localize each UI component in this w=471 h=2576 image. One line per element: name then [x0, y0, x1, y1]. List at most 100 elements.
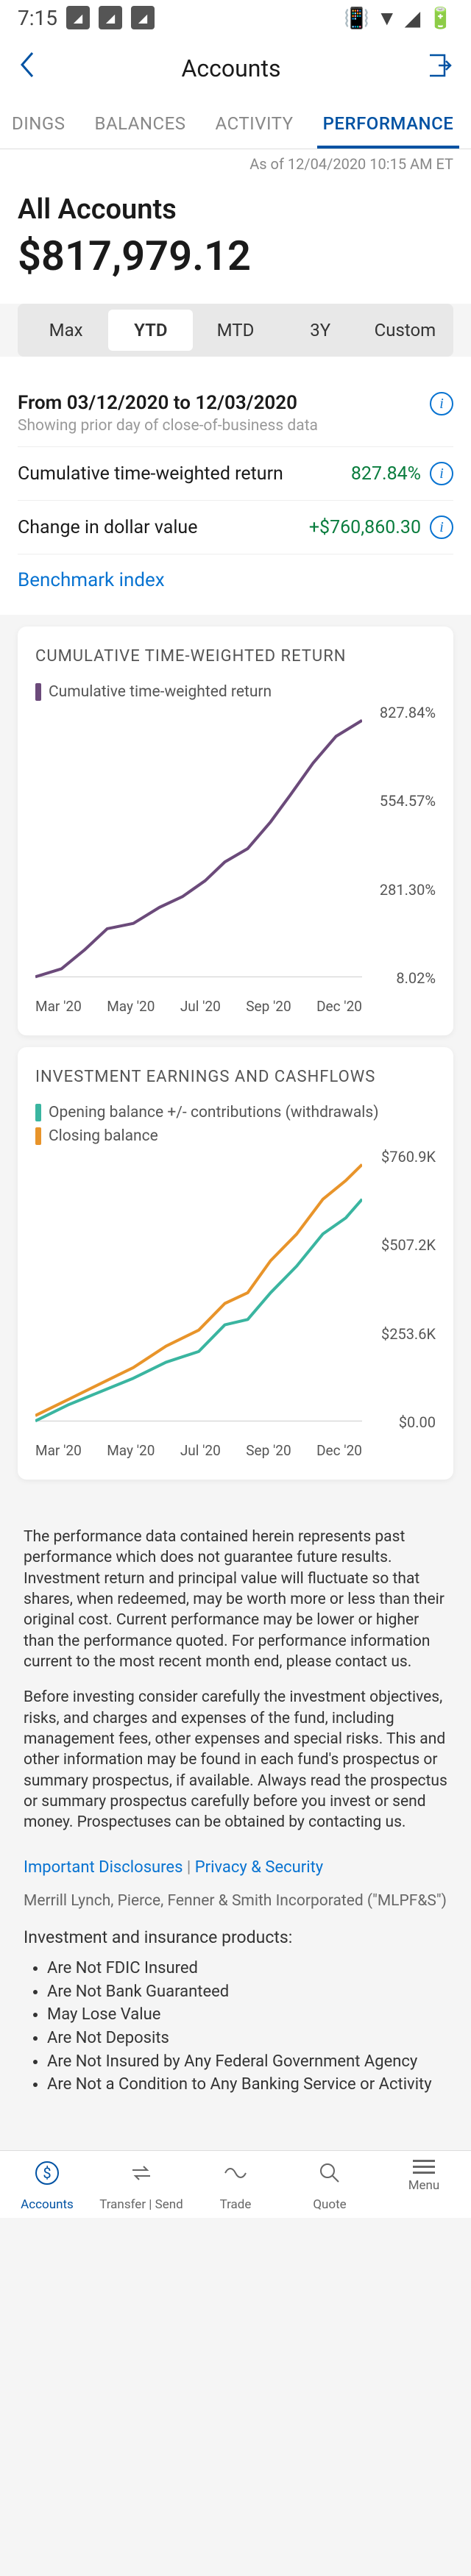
legend-swatch [35, 683, 41, 701]
period-mtd[interactable]: MTD [193, 310, 277, 351]
info-icon[interactable]: i [430, 515, 453, 539]
x-axis-label: May '20 [107, 1442, 155, 1459]
legend-item: Cumulative time-weighted return [35, 683, 436, 701]
y-axis-label: 281.30% [380, 881, 436, 899]
disclosure-heading: Investment and insurance products: [24, 1926, 447, 1949]
nav-label: Menu [408, 2178, 440, 2193]
account-summary: All Accounts $817,979.12 [0, 176, 471, 304]
period-ytd[interactable]: YTD [108, 310, 193, 351]
y-axis-label: $507.2K [381, 1236, 436, 1254]
nav-accounts[interactable]: $ Accounts [0, 2160, 94, 2212]
trade-icon [222, 2160, 249, 2193]
disclosure: The performance data contained herein re… [0, 1491, 471, 2115]
period-max[interactable]: Max [24, 310, 108, 351]
search-icon [316, 2160, 343, 2193]
x-axis-label: Dec '20 [316, 998, 362, 1015]
legend-label: Opening balance +/- contributions (withd… [49, 1104, 379, 1121]
legend-item: Opening balance +/- contributions (withd… [35, 1104, 436, 1121]
x-axis-label: Sep '20 [246, 1442, 291, 1459]
status-bar: 7:15 ◢ ◢ ◢ 📳 ▼ ◢ 🔋 [0, 0, 471, 35]
nav-transfer-send[interactable]: Transfer | Send [94, 2160, 188, 2212]
disclosure-bullet: Are Not FDIC Insured [47, 1958, 447, 1980]
x-axis-label: Mar '20 [35, 998, 82, 1015]
x-axis-label: Mar '20 [35, 1442, 82, 1459]
chart-title: INVESTMENT EARNINGS AND CASHFLOWS [35, 1068, 436, 1086]
legend-swatch [35, 1127, 41, 1145]
period-selector: MaxYTDMTD3YCustom [18, 304, 453, 357]
account-value: $817,979.12 [18, 232, 453, 280]
important-disclosures-link[interactable]: Important Disclosures [24, 1858, 183, 1877]
period-custom[interactable]: Custom [363, 310, 447, 351]
disclosure-paragraph: The performance data contained herein re… [24, 1527, 447, 1672]
nav-quote[interactable]: Quote [283, 2160, 377, 2212]
benchmark-link[interactable]: Benchmark index [18, 569, 165, 591]
account-label: All Accounts [18, 193, 453, 226]
status-time: 7:15 [18, 6, 57, 30]
disclosure-bullet: May Lose Value [47, 2004, 447, 2026]
disclosure-bullet: Are Not Deposits [47, 2027, 447, 2049]
x-axis-label: Dec '20 [316, 1442, 362, 1459]
dollar-icon: $ [34, 2160, 60, 2193]
status-icon: ◢ [99, 6, 122, 29]
metric-label: Cumulative time-weighted return [18, 463, 342, 485]
x-axis-label: Jul '20 [180, 1442, 221, 1459]
legend-label: Closing balance [49, 1127, 158, 1145]
tab-dings[interactable]: DINGS [6, 101, 71, 149]
tab-performance[interactable]: PERFORMANCE [317, 101, 460, 149]
metric-value: 827.84% [351, 463, 421, 485]
x-axis-label: Jul '20 [180, 998, 221, 1015]
y-axis-label: 554.57% [380, 792, 436, 810]
date-range-subtitle: Showing prior day of close-of-business d… [18, 417, 430, 435]
info-icon[interactable]: i [430, 392, 453, 415]
disclosure-bullet: Are Not Insured by Any Federal Governmen… [47, 2051, 447, 2073]
info-icon[interactable]: i [430, 462, 453, 485]
tab-activity[interactable]: ACTIVITY [210, 101, 300, 149]
page-title: Accounts [182, 54, 281, 82]
legend-label: Cumulative time-weighted return [49, 683, 272, 701]
legend-item: Closing balance [35, 1127, 436, 1145]
nav-label: Quote [313, 2197, 346, 2212]
benchmark-row: Benchmark index [18, 554, 453, 615]
battery-icon: 🔋 [428, 6, 453, 30]
y-axis-label: 827.84% [380, 704, 436, 721]
date-range: From 03/12/2020 to 12/03/2020 Showing pr… [18, 380, 453, 446]
metric-row: Cumulative time-weighted return 827.84% i [18, 446, 453, 500]
legend-swatch [35, 1104, 41, 1121]
chart-svg [35, 713, 362, 992]
x-axis-label: May '20 [107, 998, 155, 1015]
nav-label: Transfer | Send [99, 2197, 183, 2212]
as-of-timestamp: As of 12/04/2020 10:15 AM ET [0, 149, 471, 176]
date-range-title: From 03/12/2020 to 12/03/2020 [18, 392, 430, 414]
disclosure-bullet: Are Not a Condition to Any Banking Servi… [47, 2074, 447, 2096]
disclosure-bullet: Are Not Bank Guaranteed [47, 1981, 447, 2003]
header: Accounts [0, 35, 471, 101]
period-3y[interactable]: 3Y [278, 310, 363, 351]
chart-earnings-cashflows: INVESTMENT EARNINGS AND CASHFLOWS Openin… [18, 1047, 453, 1480]
vibrate-icon: 📳 [344, 6, 369, 30]
metric-row: Change in dollar value +$760,860.30 i [18, 500, 453, 554]
tab-balances[interactable]: BALANCES [89, 101, 192, 149]
nav-menu[interactable]: Menu [377, 2160, 471, 2212]
status-icon: ◢ [66, 6, 90, 29]
y-axis-label: 8.02% [396, 969, 436, 987]
chart-cumulative-return: CUMULATIVE TIME-WEIGHTED RETURN Cumulati… [18, 627, 453, 1035]
menu-icon [413, 2160, 435, 2174]
transfer-icon [128, 2160, 155, 2193]
privacy-security-link[interactable]: Privacy & Security [195, 1858, 323, 1877]
tabs: DINGS BALANCES ACTIVITY PERFORMANCE [0, 101, 471, 149]
nav-label: Accounts [21, 2197, 74, 2212]
nav-trade[interactable]: Trade [188, 2160, 283, 2212]
metric-value: +$760,860.30 [309, 517, 421, 538]
chart-title: CUMULATIVE TIME-WEIGHTED RETURN [35, 647, 436, 666]
disclosure-paragraph: Before investing consider carefully the … [24, 1687, 447, 1833]
metric-label: Change in dollar value [18, 517, 300, 538]
export-button[interactable] [427, 52, 453, 85]
y-axis-label: $253.6K [381, 1325, 436, 1343]
status-icon: ◢ [131, 6, 155, 29]
company-name: Merrill Lynch, Pierce, Fenner & Smith In… [24, 1891, 447, 1911]
y-axis-label: $760.9K [381, 1148, 436, 1166]
back-button[interactable] [18, 50, 35, 87]
nav-label: Trade [220, 2197, 252, 2212]
bottom-nav: $ Accounts Transfer | Send Trade Quote Menu [0, 2150, 471, 2218]
signal-icon: ◢ [405, 6, 421, 30]
